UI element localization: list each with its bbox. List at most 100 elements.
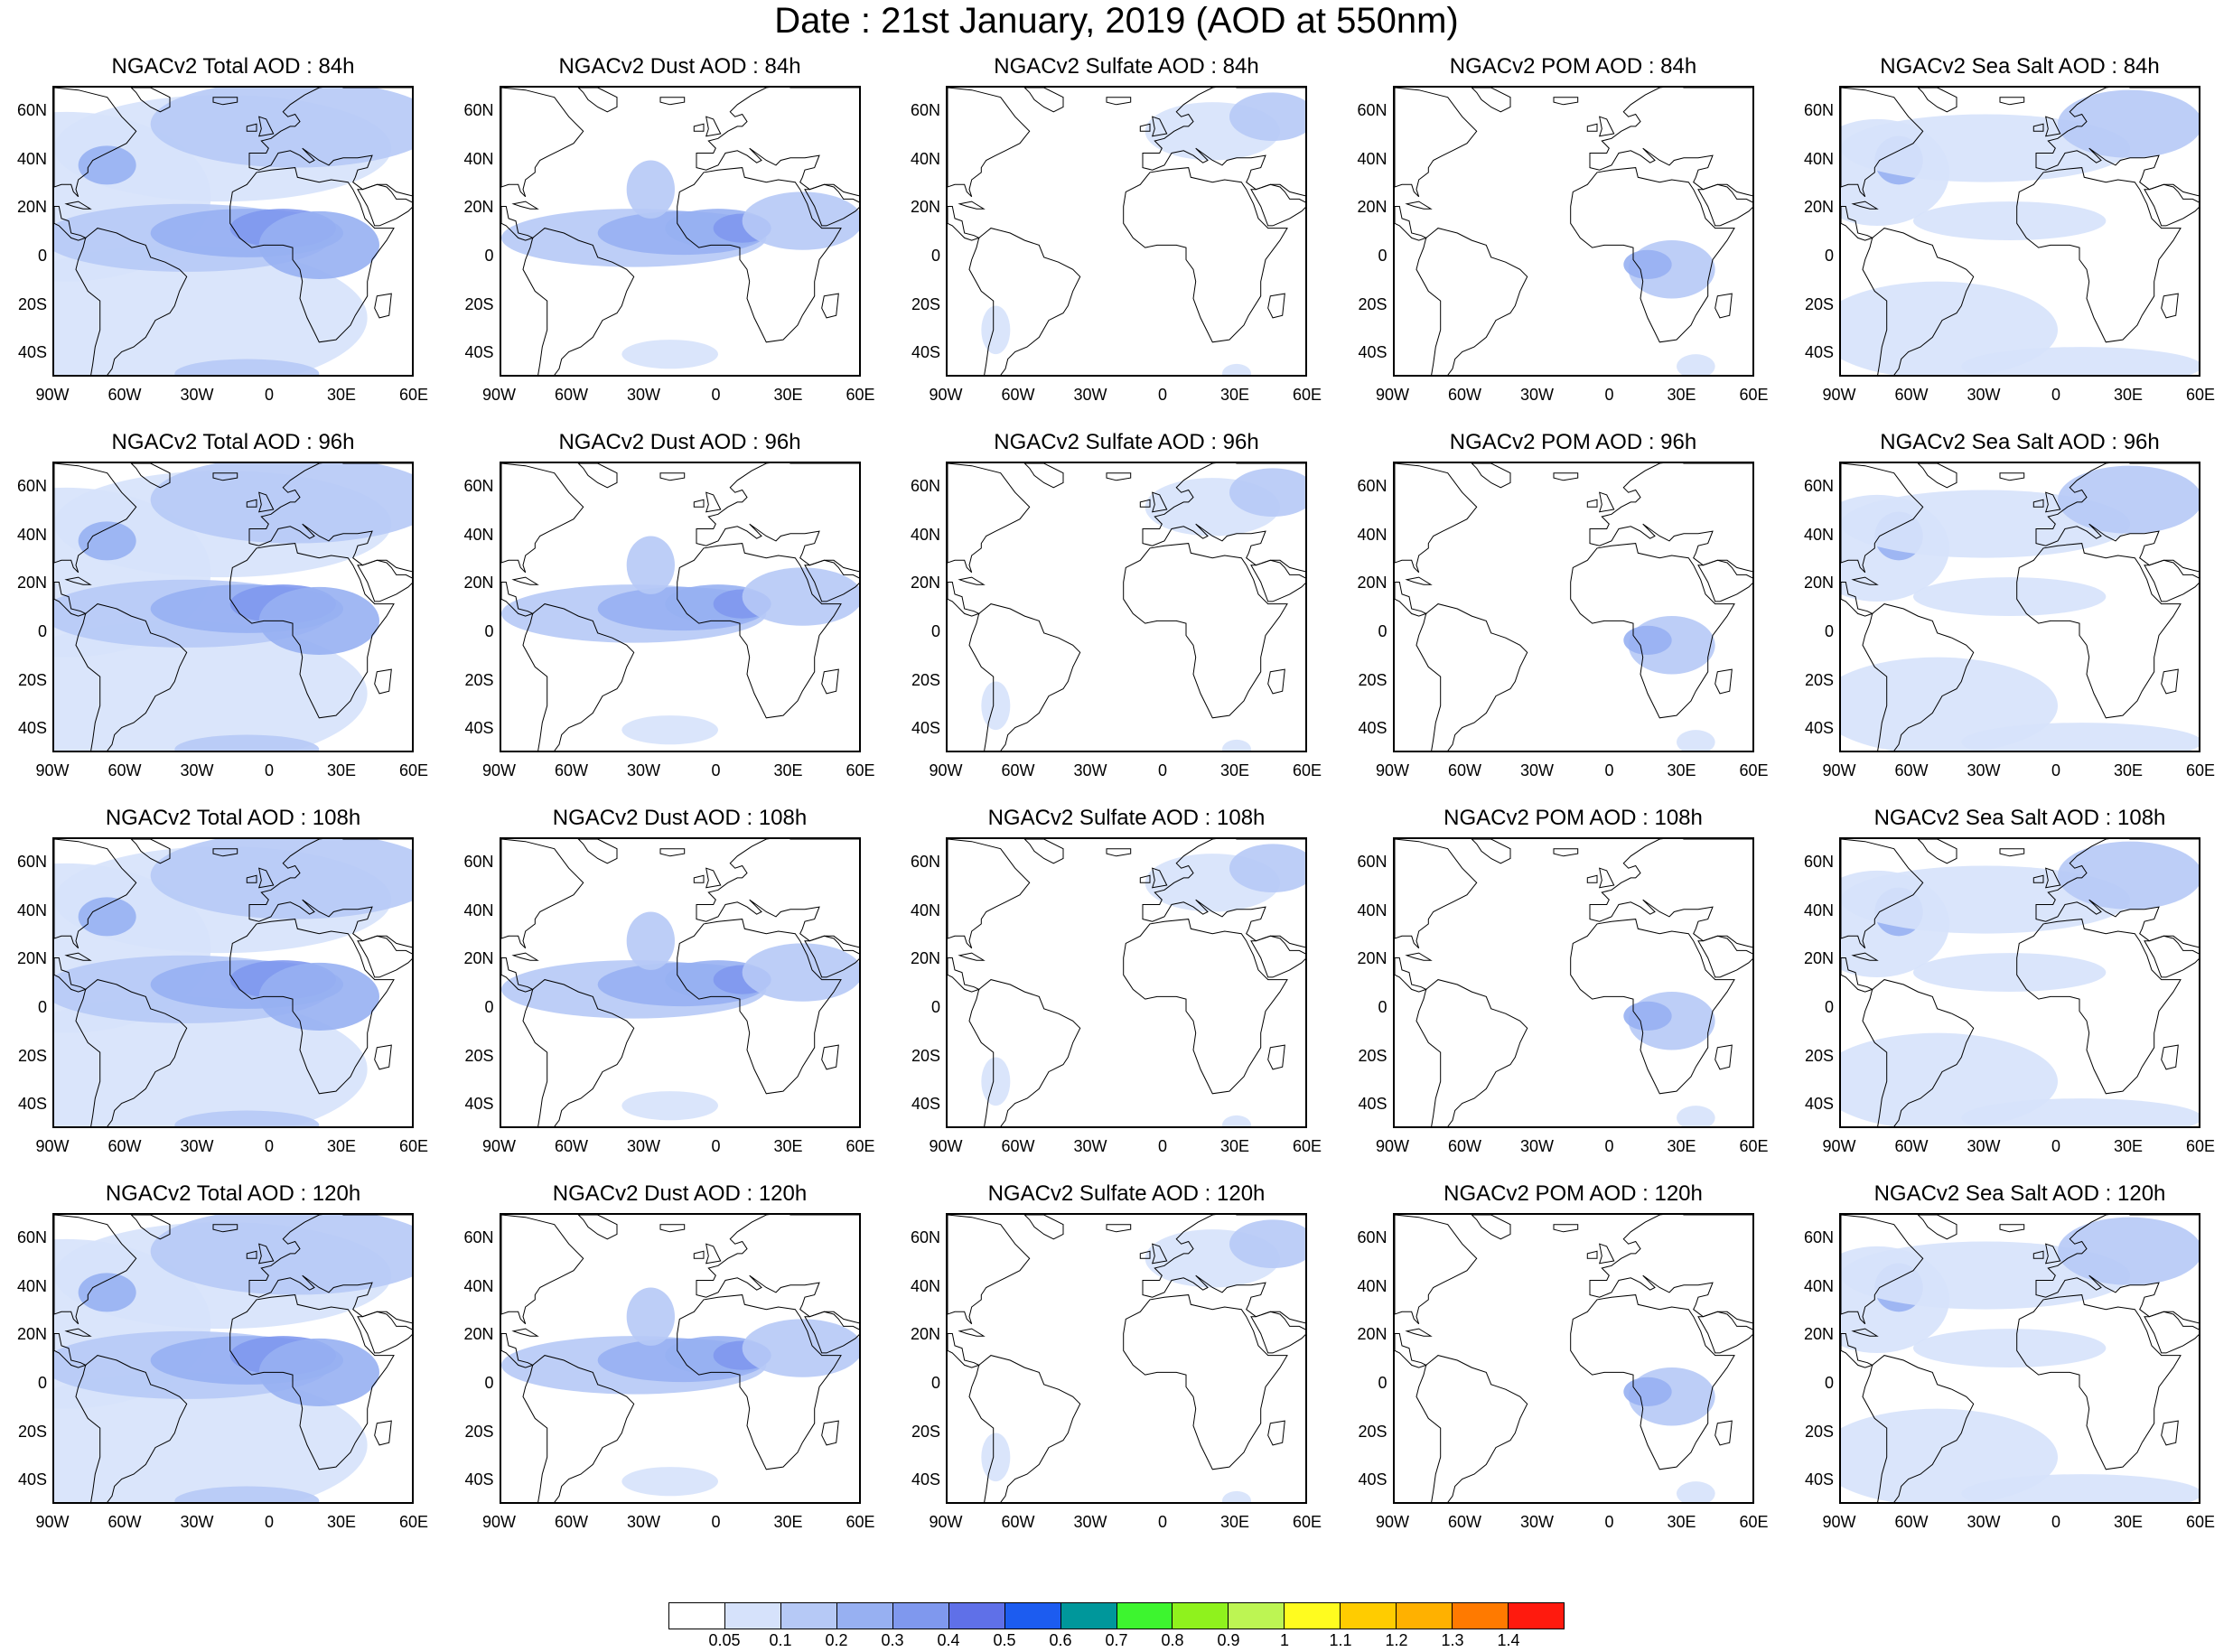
lon-tick-label: 60W <box>107 761 142 779</box>
aod-plume <box>626 160 675 219</box>
coastline <box>1394 463 1477 574</box>
coastline <box>374 668 392 695</box>
map-frame <box>1392 86 1754 377</box>
lon-tick-label: 30W <box>180 386 214 404</box>
lat-tick-label: 40N <box>1803 525 1834 544</box>
lat-tick-label: 40N <box>1357 525 1387 544</box>
coastline <box>1569 1294 1735 1470</box>
lon-tick-label: 60W <box>1447 1137 1481 1155</box>
map-panel: NGACv2 Sea Salt AOD : 120h 60N 40N 20N 0 20S 4… <box>1787 1181 2220 1542</box>
lon-tick-label: 90W <box>35 386 70 404</box>
coastline <box>676 919 842 1095</box>
aod-map <box>500 88 859 375</box>
aod-plume <box>1622 1001 1672 1031</box>
lat-tick-label: 40S <box>464 1095 494 1114</box>
coastline <box>948 206 980 241</box>
coastline <box>2161 1420 2179 1446</box>
panel-title: NGACv2 Sulfate AOD : 108h <box>987 806 1266 830</box>
coastline <box>693 123 704 132</box>
colorbar-label: 1.1 <box>1329 1631 1352 1649</box>
lat-tick-label: 0 <box>1824 246 1834 265</box>
colorbar-swatch <box>1173 1603 1229 1629</box>
colorbar-swatch <box>780 1603 837 1629</box>
aod-plume <box>742 567 859 626</box>
aod-plume <box>742 943 859 1002</box>
coastline <box>212 97 238 106</box>
lon-tick-label: 90W <box>481 386 516 404</box>
coastline <box>1851 576 1879 585</box>
lat-tick-label: 0 <box>930 621 940 640</box>
aod-plume <box>742 1319 859 1377</box>
aod-plume <box>150 1215 412 1295</box>
coastline <box>1553 97 1578 106</box>
aod-map <box>1394 1215 1752 1502</box>
lat-tick-label: 40N <box>16 525 47 544</box>
lon-tick-label: 90W <box>35 1137 70 1155</box>
colorbar-swatch <box>1004 1603 1061 1629</box>
coastline <box>1586 874 1597 883</box>
lat-tick-label: 40N <box>910 901 940 919</box>
lat-tick-label: 40S <box>911 1095 940 1114</box>
coastline <box>212 1224 238 1233</box>
lon-tick-label: 30E <box>773 1137 803 1155</box>
coastline <box>1569 543 1735 719</box>
coastline <box>1404 1328 1433 1337</box>
coastline <box>820 1044 839 1070</box>
panel-title: NGACv2 POM AOD : 120h <box>1444 1181 1703 1206</box>
coastline <box>374 1420 392 1446</box>
lon-tick-label: 60W <box>554 1513 588 1531</box>
lat-tick-label: 60N <box>1803 100 1834 119</box>
aod-map <box>1841 88 2199 375</box>
lat-tick-label: 60N <box>16 476 47 495</box>
map-frame <box>946 86 1307 377</box>
lon-tick-label: 90W <box>1822 761 1856 779</box>
aod-map <box>1394 839 1752 1126</box>
coastline <box>64 1328 92 1337</box>
coastline <box>75 603 188 751</box>
lat-tick-label: 40S <box>911 343 940 362</box>
aod-plume <box>1676 730 1715 751</box>
coastline <box>1415 228 1528 375</box>
coastline <box>696 463 859 573</box>
map-panel: NGACv2 Dust AOD : 120h 60N 40N 20N 0 20S 40S 90… <box>447 1181 881 1542</box>
aod-plume <box>1913 577 2107 617</box>
lat-tick-label: 20S <box>464 1046 494 1065</box>
lon-tick-label: 60W <box>554 761 588 779</box>
coastline <box>1139 123 1151 132</box>
coastline <box>820 293 839 319</box>
coastline <box>1151 491 1168 513</box>
lon-tick-label: 30W <box>626 761 660 779</box>
coastline <box>1714 293 1733 319</box>
aod-plume <box>1229 1219 1305 1269</box>
map-panel: NGACv2 Sea Salt AOD : 96h 60N 40N 20N 0 20S 40… <box>1787 429 2220 790</box>
lat-tick-label: 40S <box>911 1470 940 1489</box>
coastline <box>1917 839 1957 864</box>
coastline <box>75 979 188 1126</box>
lat-tick-label: 40S <box>464 1470 494 1489</box>
lon-tick-label: 90W <box>481 1137 516 1155</box>
colorbar-label: 0.05 <box>708 1631 741 1649</box>
coastline <box>577 88 617 113</box>
coastline <box>1394 88 1477 198</box>
aod-plume <box>174 1110 320 1126</box>
coastline <box>212 848 238 857</box>
lon-tick-label: 30W <box>1073 1137 1107 1155</box>
aod-plume <box>1841 657 2058 751</box>
colorbar-label: 1 <box>1279 1631 1289 1649</box>
lon-tick-label: 0 <box>264 761 274 779</box>
aod-map <box>948 839 1305 1126</box>
map-panel: NGACv2 Total AOD : 96h 60N 40N 20N 0 20S 40S 90… <box>0 429 434 790</box>
coastline <box>968 603 1081 751</box>
lat-tick-label: 40S <box>464 343 494 362</box>
coastline <box>968 228 1081 375</box>
coastline <box>1471 463 1510 489</box>
aod-plume <box>78 1273 136 1312</box>
coastline <box>212 472 238 481</box>
coastline <box>693 1250 704 1259</box>
lon-tick-label: 30W <box>180 761 214 779</box>
lat-tick-label: 0 <box>37 246 47 265</box>
lat-tick-label: 40N <box>16 1276 47 1295</box>
aod-plume <box>150 839 412 919</box>
lon-tick-label: 30W <box>180 1137 214 1155</box>
